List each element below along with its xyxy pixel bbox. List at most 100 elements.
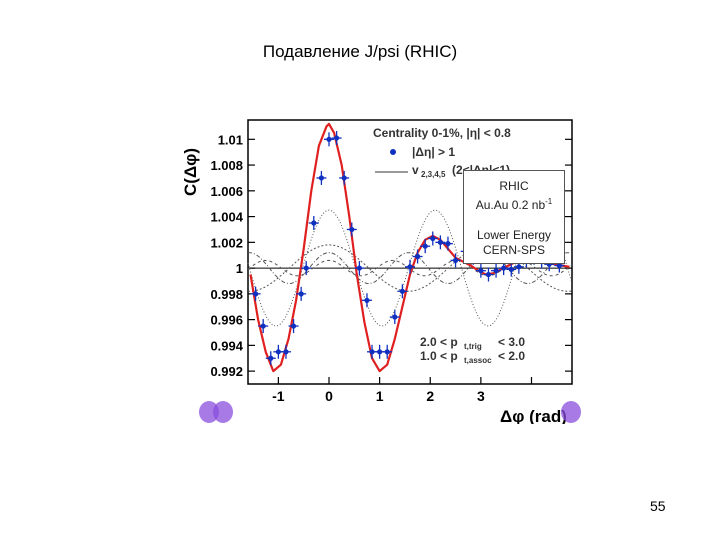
point-marker (430, 235, 436, 242)
y-tick-label: 0.998 (210, 287, 243, 302)
point-marker (384, 349, 390, 355)
y-tick-label: 1 (236, 261, 243, 276)
legend-entry-points: |Δη| > 1 (412, 145, 455, 159)
point-marker (333, 135, 340, 141)
bubble-left-b (213, 401, 233, 423)
y-tick-label: 1.008 (210, 158, 243, 173)
point-marker (268, 355, 274, 361)
annotation-pt-cut: 1.0 < p (420, 349, 458, 363)
point-marker (290, 323, 297, 329)
point-marker (422, 243, 428, 249)
data-point (397, 284, 408, 299)
point-marker (407, 264, 413, 270)
data-point (389, 310, 400, 325)
data-point (296, 286, 307, 301)
point-marker (485, 271, 492, 278)
x-tick-label: 1 (376, 388, 384, 404)
y-tick-label: 0.994 (210, 338, 243, 353)
data-point (483, 267, 494, 282)
overlay-lower-energy: Lower Energy (476, 228, 552, 242)
legend-header: Centrality 0-1%, |η| < 0.8 (373, 126, 511, 140)
data-point (354, 261, 365, 276)
page-number: 55 (650, 498, 666, 514)
data-point (435, 235, 446, 250)
data-point (288, 319, 299, 334)
point-marker (341, 175, 347, 181)
y-tick-label: 0.992 (210, 364, 243, 379)
data-point (324, 132, 334, 147)
point-marker (318, 175, 325, 181)
point-marker (356, 265, 362, 271)
bubble-right (561, 401, 581, 423)
point-marker (399, 288, 406, 294)
overlay-auau-sup: -1 (545, 197, 553, 206)
point-marker (369, 349, 375, 355)
y-tick-label: 1.006 (210, 184, 243, 199)
point-marker (452, 257, 459, 263)
data-point (316, 170, 327, 185)
data-point (308, 216, 319, 231)
y-tick-label: 1.002 (210, 235, 243, 250)
data-point (250, 286, 261, 301)
data-point (339, 170, 350, 185)
data-point (498, 261, 509, 276)
x-tick-label: 3 (477, 388, 485, 404)
data-point (280, 344, 291, 359)
data-point (361, 293, 372, 308)
point-marker (252, 291, 259, 297)
y-tick-label: 1.004 (210, 210, 243, 225)
data-point (427, 231, 438, 246)
legend-point-marker (390, 149, 396, 155)
data-point (405, 259, 415, 274)
data-point (420, 239, 431, 254)
point-marker (377, 349, 383, 355)
overlay-label-box: RHIC Au.Au 0.2 nb-1 Lower Energy CERN-SP… (463, 170, 565, 264)
point-marker (414, 253, 421, 260)
point-marker (508, 266, 514, 272)
point-marker (349, 226, 355, 233)
y-tick-label: 1.01 (218, 132, 243, 147)
x-tick-label: 0 (325, 388, 333, 404)
point-marker (501, 265, 507, 271)
annotation-pt-sub: t,assoc (464, 356, 492, 365)
x-tick-label: 2 (426, 388, 434, 404)
point-marker (437, 239, 443, 245)
overlay-auau: Au.Au 0.2 nb (475, 198, 546, 212)
data-point (346, 222, 357, 237)
point-marker (303, 265, 309, 271)
point-marker (478, 268, 484, 274)
data-point (331, 131, 342, 146)
overlay-auau-line: Au.Au 0.2 nb-1 (464, 194, 564, 213)
data-point (382, 344, 393, 359)
data-point (506, 262, 517, 277)
data-point (554, 258, 565, 273)
correlation-chart: 0.992 0.994 0.996 0.998 1 1.002 1.004 1.006 1.00… (181, 119, 573, 424)
point-marker (275, 349, 281, 355)
point-marker (260, 323, 266, 329)
data-point (412, 249, 423, 264)
slide-title: Подавление J/psi (RHIC) (262, 42, 458, 61)
y-axis-label: C(Δφ) (181, 148, 200, 196)
annotation-pt-cut: 2.0 < p (420, 335, 458, 349)
point-marker (556, 262, 562, 269)
annotation-pt-tail: < 3.0 (498, 335, 525, 349)
point-marker (516, 264, 522, 270)
point-marker (493, 268, 499, 274)
harmonic-curve-v4 (248, 252, 573, 285)
point-marker (326, 136, 332, 142)
x-tick-label: -1 (272, 388, 285, 404)
overlay-rhic: RHIC (499, 179, 529, 193)
point-marker (298, 291, 304, 297)
y-tick-label: 0.996 (210, 313, 243, 328)
point-marker (392, 314, 398, 320)
data-point (450, 253, 461, 268)
data-point (491, 263, 502, 278)
data-point (265, 351, 276, 366)
annotation-pt-sub: t,trig (464, 342, 482, 351)
data-point (442, 236, 453, 251)
point-marker (311, 220, 317, 226)
data-point (475, 263, 486, 278)
legend-entry-harmonics-sub: 2,3,4,5 (421, 170, 446, 179)
annotation-pt-tail: < 2.0 (498, 349, 525, 363)
point-marker (283, 349, 289, 355)
